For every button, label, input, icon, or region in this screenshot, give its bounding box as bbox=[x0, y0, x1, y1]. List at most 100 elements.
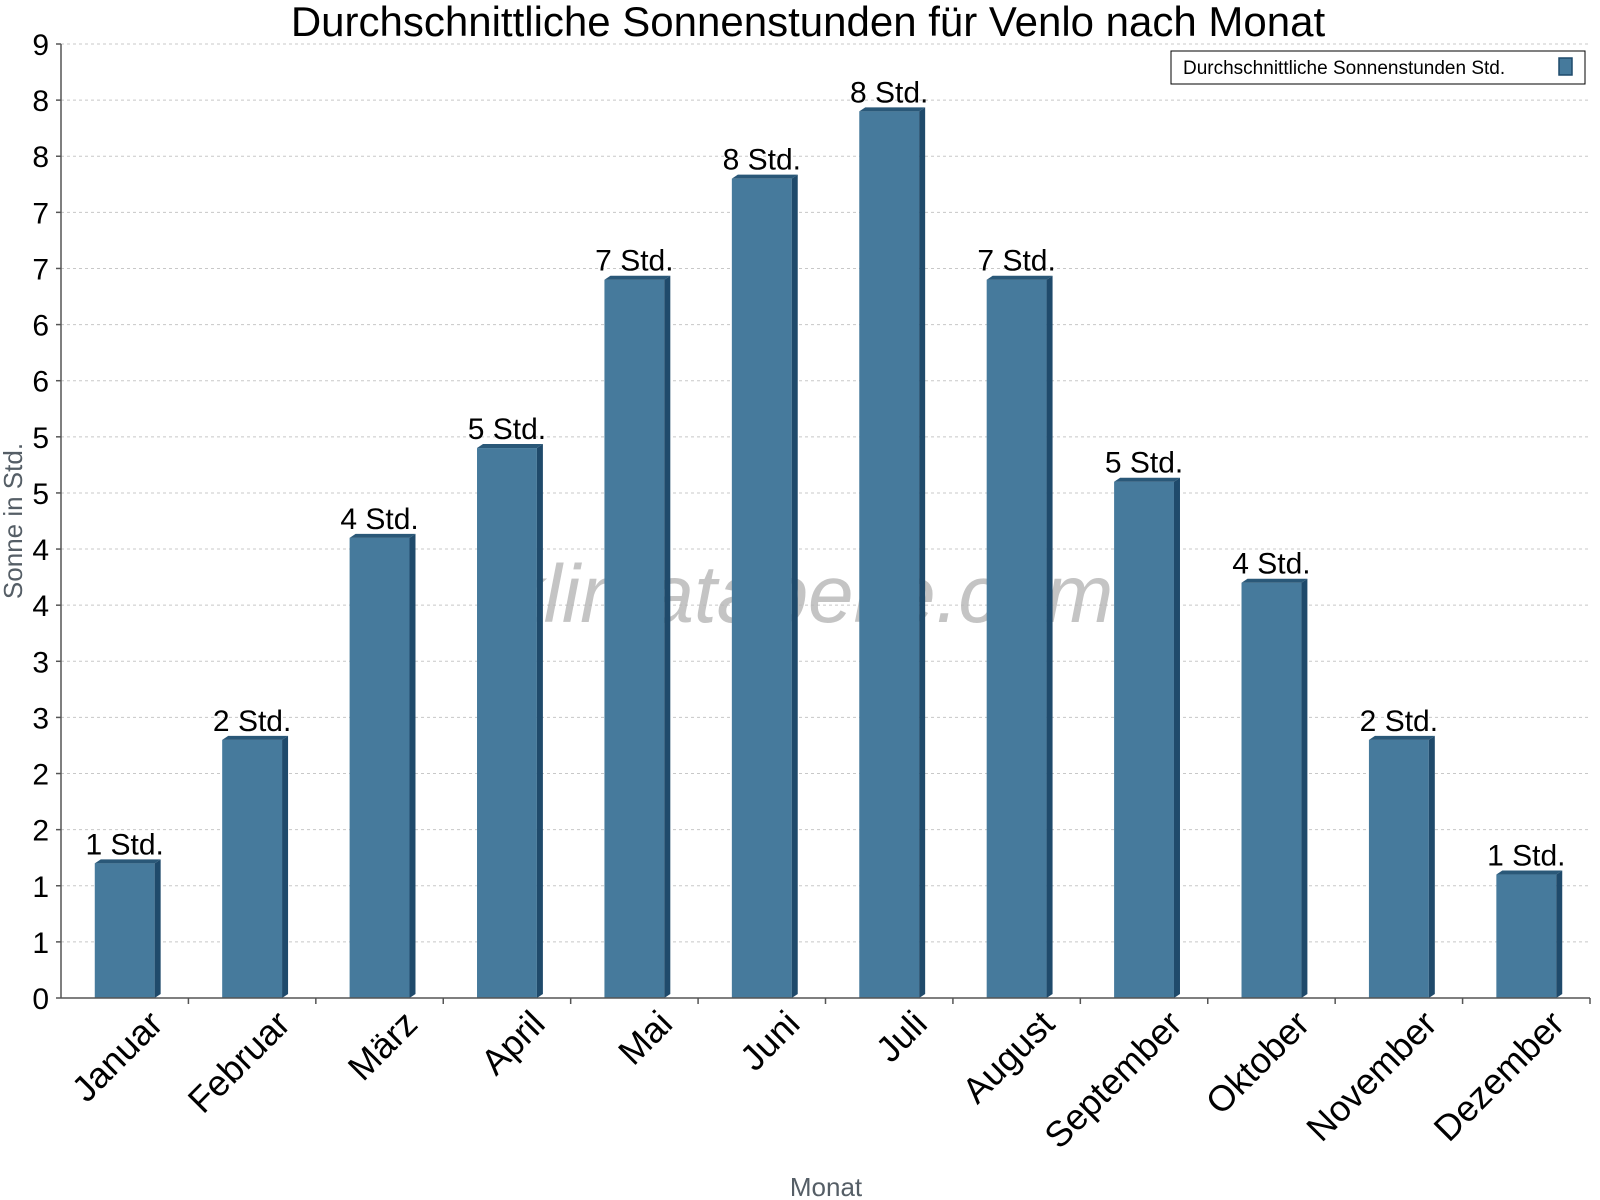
bar-face bbox=[94, 863, 155, 998]
bar-side bbox=[1046, 275, 1053, 999]
data-label: 2 Std. bbox=[1360, 705, 1438, 738]
y-tick-label: 8 bbox=[32, 141, 49, 174]
bar-face bbox=[1368, 739, 1429, 998]
chart-title: Durchschnittliche Sonnenstunden für Venl… bbox=[291, 0, 1326, 45]
data-label: 7 Std. bbox=[595, 245, 673, 278]
bar-7: 8 Std. bbox=[850, 76, 928, 998]
bar-side bbox=[154, 859, 161, 998]
bar-face bbox=[731, 178, 792, 998]
bar-side bbox=[1173, 477, 1180, 998]
y-tick-label: 4 bbox=[32, 534, 49, 567]
data-label: 8 Std. bbox=[850, 76, 928, 109]
legend-swatch bbox=[1558, 57, 1573, 76]
bar-1: 1 Std. bbox=[86, 828, 164, 998]
y-tick-label: 0 bbox=[32, 983, 49, 1016]
x-tick-label: Februar bbox=[180, 1003, 298, 1121]
y-tick-label: 4 bbox=[32, 590, 49, 623]
bar-side bbox=[1556, 870, 1563, 998]
x-tick-label: Juni bbox=[732, 1003, 808, 1079]
legend-box bbox=[1170, 50, 1586, 85]
data-label: 4 Std. bbox=[1232, 548, 1310, 581]
bar-face bbox=[1114, 481, 1174, 998]
bar-top bbox=[94, 859, 161, 864]
bar-face bbox=[604, 279, 665, 999]
data-label: 4 Std. bbox=[340, 503, 418, 536]
x-tick-label: Dezember bbox=[1426, 1003, 1572, 1149]
legend: Durchschnittliche Sonnenstunden Std. bbox=[1170, 50, 1586, 85]
x-tick-label: Mai bbox=[610, 1003, 680, 1073]
y-tick-label: 5 bbox=[32, 422, 49, 455]
bar-face bbox=[986, 279, 1047, 999]
y-tick-label: 6 bbox=[32, 366, 49, 399]
bar-side bbox=[1428, 735, 1435, 998]
bar-top bbox=[859, 107, 926, 112]
x-tick-label: September bbox=[1036, 1003, 1190, 1157]
bar-face bbox=[477, 448, 537, 998]
data-label: 1 Std. bbox=[86, 828, 164, 861]
y-tick-label: 8 bbox=[32, 85, 49, 118]
bar-11: 2 Std. bbox=[1360, 705, 1438, 998]
bar-top bbox=[986, 275, 1053, 280]
data-label: 1 Std. bbox=[1487, 840, 1565, 873]
data-label: 8 Std. bbox=[723, 144, 801, 177]
bar-8: 7 Std. bbox=[977, 245, 1056, 999]
x-axis-ticks: Januar Februar März April Mai Juni Juli AugustS… bbox=[64, 998, 1591, 1157]
y-axis-title: Sonne in Std. bbox=[0, 443, 28, 599]
y-tick-label: 6 bbox=[32, 310, 49, 343]
bar-top bbox=[477, 444, 543, 449]
y-tick-label: 1 bbox=[32, 871, 49, 904]
y-tick-label: 7 bbox=[32, 197, 49, 230]
x-tick-label: Januar bbox=[64, 1003, 171, 1110]
bar-3: 4 Std. bbox=[340, 503, 419, 998]
bar-top bbox=[1496, 870, 1563, 875]
y-tick-label: 3 bbox=[32, 702, 49, 735]
bar-side bbox=[282, 735, 289, 998]
x-tick-label: Oktober bbox=[1198, 1003, 1318, 1123]
bar-face bbox=[1241, 582, 1302, 998]
y-tick-label: 3 bbox=[32, 646, 49, 679]
bar-2: 2 Std. bbox=[213, 705, 291, 998]
y-tick-label: 5 bbox=[32, 478, 49, 511]
x-tick-label: März bbox=[340, 1003, 426, 1089]
x-axis-title: Monat bbox=[790, 1172, 863, 1200]
data-label: 7 Std. bbox=[977, 245, 1055, 278]
x-tick-label: Juli bbox=[868, 1003, 935, 1070]
bar-side bbox=[664, 275, 671, 999]
bar-top bbox=[1241, 578, 1308, 583]
bar-face bbox=[222, 739, 283, 998]
bar-top bbox=[349, 533, 416, 538]
bar-side bbox=[1301, 578, 1308, 998]
bar-face bbox=[349, 537, 410, 998]
bar-side bbox=[791, 174, 798, 998]
bar-side bbox=[919, 107, 926, 998]
data-label: 5 Std. bbox=[1105, 447, 1183, 480]
data-label: 5 Std. bbox=[468, 413, 546, 446]
bar-top bbox=[731, 174, 798, 179]
bar-10: 4 Std. bbox=[1232, 548, 1311, 998]
y-tick-label: 2 bbox=[32, 815, 49, 848]
bar-top bbox=[1368, 735, 1435, 740]
gridlines bbox=[61, 43, 1590, 943]
bar-series: 1 Std. 2 Std. 4 Std. 5 Std. 7 Std. 8 Std. 8 St… bbox=[86, 76, 1565, 999]
bar-side bbox=[536, 444, 543, 998]
x-tick-label: April bbox=[473, 1003, 553, 1083]
bar-face bbox=[1496, 874, 1557, 998]
bar-6: 8 Std. bbox=[723, 144, 801, 998]
bar-4: 5 Std. bbox=[468, 413, 546, 998]
y-axis-ticks: 0 1 1 2 2 3 3 4 4 5 5 6 6 7 7 8 8 9 bbox=[32, 29, 61, 1016]
bar-top bbox=[1114, 477, 1180, 482]
bar-top bbox=[222, 735, 289, 740]
bar-top bbox=[604, 275, 671, 280]
bar-9: 5 Std. bbox=[1105, 447, 1183, 998]
x-tick-label: November bbox=[1298, 1003, 1444, 1149]
bar-5: 7 Std. bbox=[595, 245, 674, 999]
y-tick-label: 9 bbox=[32, 29, 49, 62]
bar-12: 1 Std. bbox=[1487, 840, 1565, 998]
legend-label: Durchschnittliche Sonnenstunden Std. bbox=[1183, 58, 1505, 79]
x-tick-label: August bbox=[954, 1003, 1062, 1111]
y-tick-label: 7 bbox=[32, 253, 49, 286]
y-tick-label: 1 bbox=[32, 927, 49, 960]
y-tick-label: 2 bbox=[32, 759, 49, 792]
bar-side bbox=[409, 533, 416, 998]
